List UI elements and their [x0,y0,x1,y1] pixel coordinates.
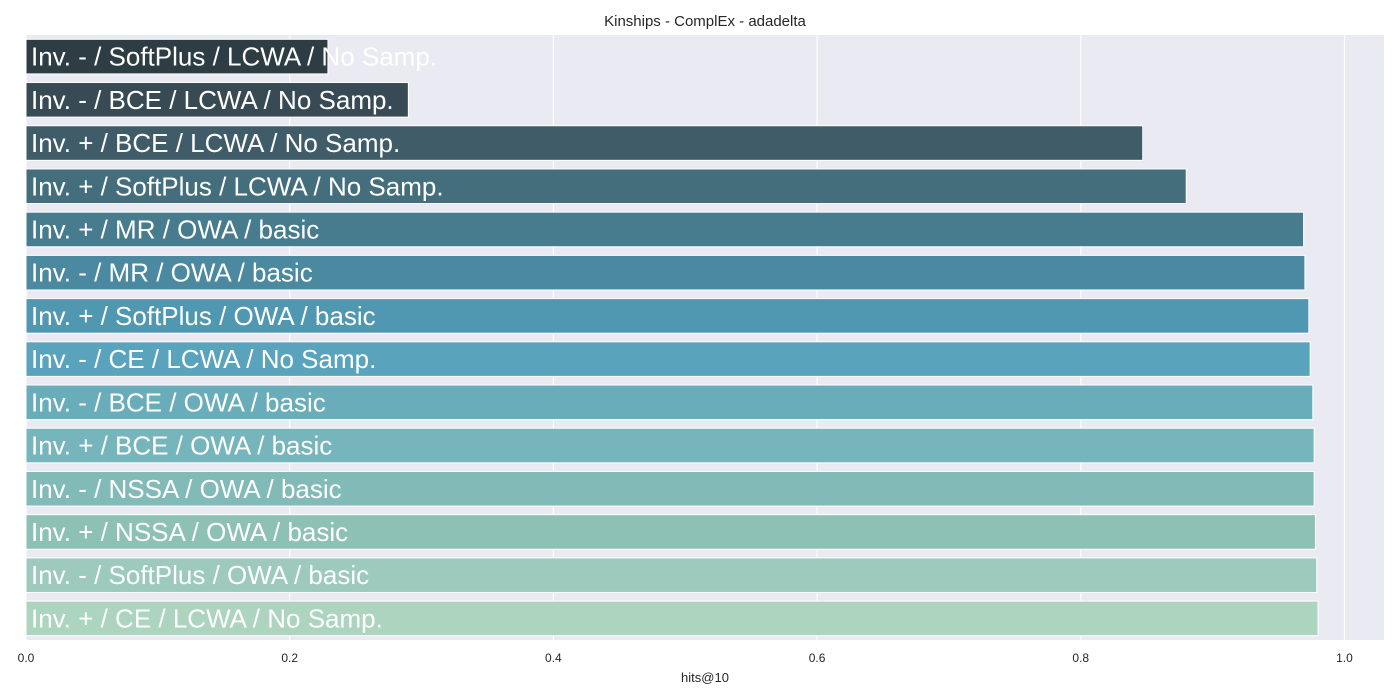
x-axis-label: hits@10 [681,670,729,685]
bar-label: Inv. - / BCE / LCWA / No Samp. [31,85,394,115]
bar-label: Inv. - / CE / LCWA / No Samp. [31,344,376,374]
bar-labels: Inv. - / SoftPlus / LCWA / No Samp. Inv. … [31,42,444,634]
x-tick-label: 0.2 [281,651,298,665]
bar [25,470,1315,507]
bar [25,514,1316,550]
bar [25,298,1310,334]
bar [25,600,1319,637]
bar-label: Inv. - / MR / OWA / basic [31,258,313,288]
bar [25,254,1306,291]
bar [25,557,1318,593]
bar-label: Inv. - / SoftPlus / OWA / basic [31,560,369,590]
bar [25,427,1315,464]
x-tick-label: 0.6 [809,651,826,665]
bar [25,82,409,118]
bar [25,341,1311,377]
bar [25,384,1314,421]
bar-label: Inv. + / NSSA / OWA / basic [31,517,348,547]
bar-label: Inv. + / MR / OWA / basic [31,214,319,244]
bar [25,168,1187,205]
x-axis-ticks: 0.0 0.2 0.4 0.6 0.8 1.0 [18,651,1353,665]
bar [25,38,329,75]
bar-label: Inv. + / BCE / LCWA / No Samp. [31,128,400,158]
bar-label: Inv. - / SoftPlus / LCWA / No Samp. [31,42,437,72]
x-tick-label: 0.8 [1072,651,1089,665]
bar-label: Inv. + / SoftPlus / OWA / basic [31,301,376,331]
bar [25,211,1305,248]
bar-label: Inv. + / SoftPlus / LCWA / No Samp. [31,171,444,201]
bar-label: Inv. - / BCE / OWA / basic [31,387,326,417]
bars [25,38,1319,637]
x-tick-label: 1.0 [1336,651,1353,665]
chart-title: Kinships - ComplEx - adadelta [604,13,806,30]
x-tick-label: 0.0 [18,651,35,665]
bar [25,125,1144,161]
bar-label: Inv. + / BCE / OWA / basic [31,431,332,461]
x-tick-label: 0.4 [545,651,562,665]
bar-label: Inv. - / NSSA / OWA / basic [31,474,342,504]
bar-label: Inv. + / CE / LCWA / No Samp. [31,603,383,633]
